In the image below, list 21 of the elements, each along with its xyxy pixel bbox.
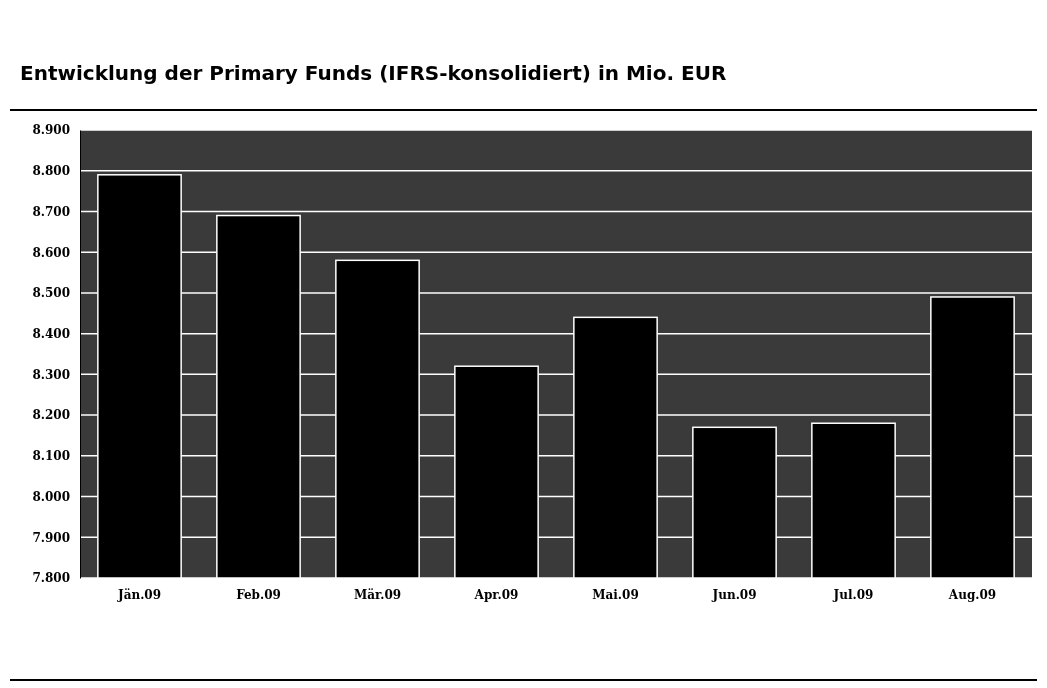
y-tick-label: 8.100	[32, 449, 70, 464]
y-tick-label: 7.800	[32, 571, 70, 586]
y-tick-label: 8.200	[32, 408, 70, 423]
y-tick-label: 8.600	[32, 245, 70, 260]
x-tick-label: Mai.09	[592, 587, 639, 602]
x-tick-label: Aug.09	[947, 587, 997, 602]
y-tick-label: 8.700	[32, 204, 70, 219]
x-tick-label: Mär.09	[353, 587, 402, 602]
y-tick-label: 8.000	[32, 489, 70, 504]
x-tick-label: Apr.09	[473, 587, 519, 602]
y-tick-label: 8.500	[32, 286, 70, 301]
y-tick-label: 8.400	[32, 326, 70, 341]
x-tick-label: Feb.09	[236, 587, 281, 602]
y-tick-label: 8.300	[32, 367, 70, 382]
x-tick-label: Jul.09	[832, 587, 874, 602]
x-tick-label: Jän.09	[116, 587, 162, 602]
y-tick-label: 8.900	[32, 123, 70, 138]
y-tick-label: 7.900	[32, 530, 70, 545]
y-tick-label: 8.800	[32, 164, 70, 179]
x-tick-label: Jun.09	[711, 587, 757, 602]
chart-title: Entwicklung der Primary Funds (IFRS-konsolidiert) in Mio. EUR	[20, 61, 727, 85]
